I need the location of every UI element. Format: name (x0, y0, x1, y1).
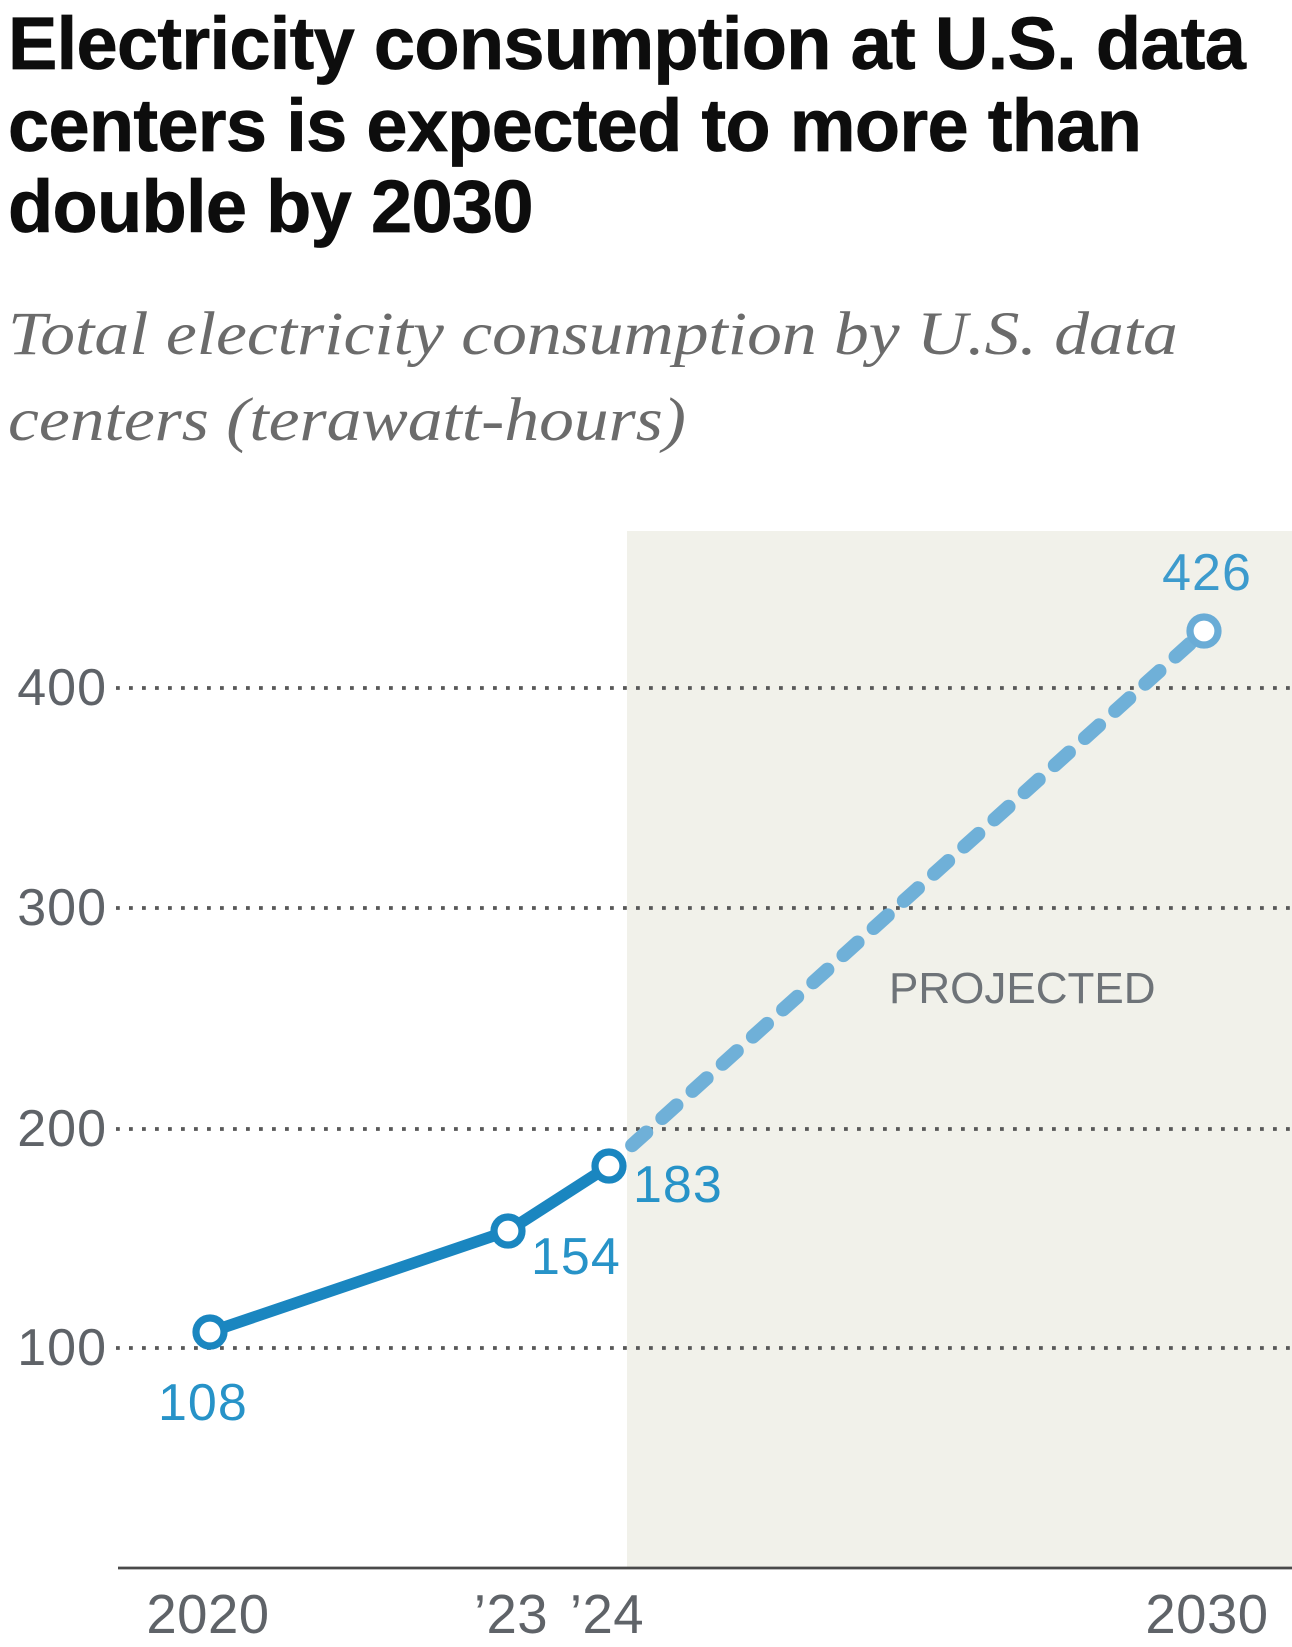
svg-text:2030: 2030 (1145, 1584, 1268, 1645)
svg-text:400: 400 (17, 659, 107, 717)
svg-text:300: 300 (17, 879, 107, 937)
svg-text:100: 100 (17, 1319, 107, 1377)
svg-text:200: 200 (17, 1100, 107, 1158)
svg-text:’23: ’23 (474, 1584, 548, 1645)
svg-text:154: 154 (531, 1228, 621, 1286)
svg-text:’24: ’24 (570, 1584, 644, 1645)
svg-text:2020: 2020 (146, 1584, 269, 1645)
svg-text:183: 183 (633, 1156, 723, 1214)
svg-text:426: 426 (1162, 544, 1252, 602)
svg-text:PROJECTED: PROJECTED (889, 964, 1155, 1013)
svg-text:108: 108 (158, 1374, 248, 1432)
